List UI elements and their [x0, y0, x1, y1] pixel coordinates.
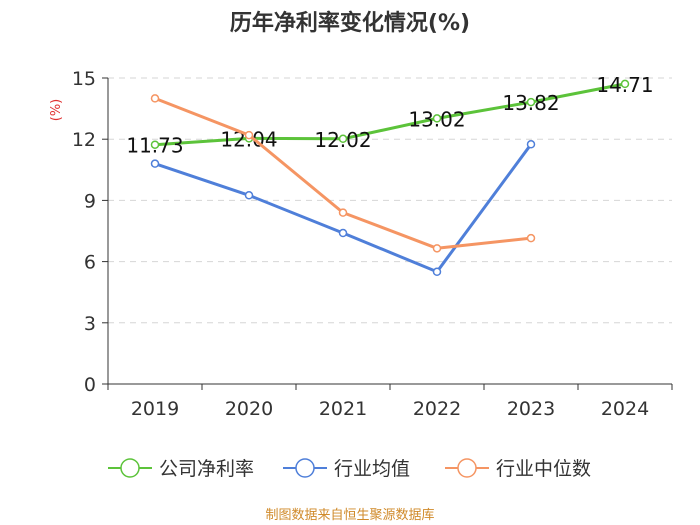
x-tick-label-2024: 2024 — [601, 398, 649, 420]
legend-item-1: 行业均值 — [283, 458, 410, 480]
y-tick-label-6: 6 — [84, 252, 96, 274]
axes: 0 3 6 9 12 15 2019 2020 2021 2022 2023 2024 — [72, 68, 673, 420]
point-2-2023 — [526, 233, 536, 243]
legend-label-1: 行业均值 — [334, 458, 410, 480]
point-1-2021 — [338, 228, 348, 238]
series-2 — [150, 94, 536, 253]
point-1-2020 — [244, 191, 254, 200]
x-tick-label-2023: 2023 — [507, 398, 555, 420]
data-label-2022: 13.02 — [408, 107, 465, 131]
legend-item-2: 行业中位数 — [445, 458, 591, 480]
point-2-2019 — [150, 94, 160, 103]
point-2-2020 — [244, 130, 254, 140]
series-line-0 — [154, 82, 626, 147]
x-tick-label-2022: 2022 — [413, 398, 461, 420]
point-0-2021 — [338, 134, 348, 144]
legend-marker-1 — [295, 458, 315, 478]
point-2-2021 — [338, 208, 348, 217]
point-0-2022 — [432, 114, 442, 123]
point-1-2022 — [432, 267, 442, 277]
legend-label-2: 行业中位数 — [496, 458, 591, 480]
y-tick-label-3: 3 — [84, 313, 96, 335]
data-label-2024: 14.71 — [596, 73, 653, 97]
grid-lines — [108, 77, 672, 324]
source-note: 制图数据来自恒生聚源数据库 — [265, 507, 434, 523]
legend-label-0: 公司净利率 — [159, 458, 254, 480]
point-0-2023 — [526, 97, 536, 107]
legend-item-0: 公司净利率 — [108, 458, 254, 480]
point-1-2023 — [526, 140, 536, 149]
chart-title: 历年净利率变化情况(%) — [230, 10, 470, 36]
point-2-2022 — [432, 244, 442, 253]
legend-marker-2 — [457, 458, 477, 478]
y-tick-label-15: 15 — [72, 68, 96, 90]
y-tick-label-0: 0 — [84, 374, 96, 396]
point-0-2024 — [620, 79, 630, 89]
x-tick-label-2019: 2019 — [131, 398, 179, 420]
data-label-2021: 12.02 — [314, 128, 371, 152]
legend: 公司净利率 行业均值 行业中位数 — [108, 458, 591, 480]
x-tick-label-2021: 2021 — [319, 398, 367, 420]
point-0-2019 — [150, 140, 160, 149]
data-label-2023: 13.82 — [502, 91, 559, 115]
series-line-2 — [154, 97, 532, 250]
series-1 — [150, 140, 536, 277]
data-label-2019: 11.73 — [126, 134, 183, 158]
y-tick-label-9: 9 — [84, 190, 96, 212]
series-line-1 — [154, 143, 533, 274]
x-tick-label-2020: 2020 — [225, 398, 273, 420]
point-1-2019 — [150, 159, 160, 168]
y-axis-unit: (%) — [49, 99, 64, 122]
legend-marker-0 — [120, 458, 140, 478]
y-tick-label-12: 12 — [72, 129, 96, 151]
